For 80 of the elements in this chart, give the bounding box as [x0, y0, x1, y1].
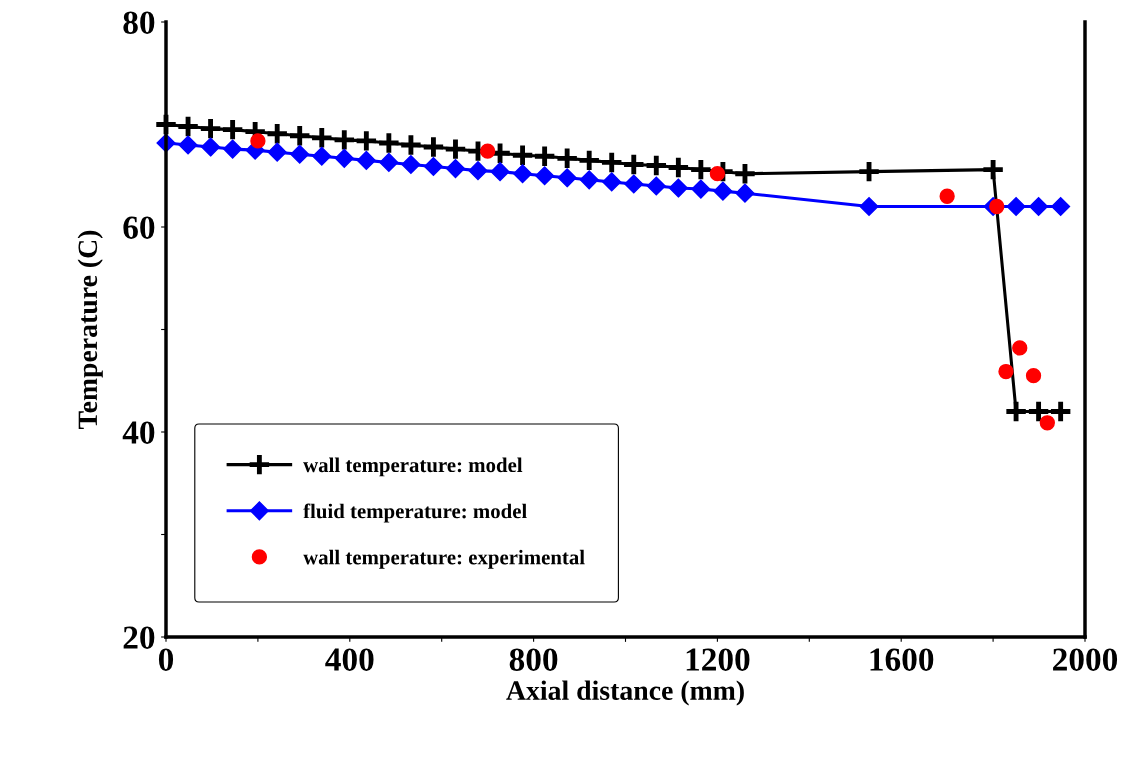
point — [1026, 399, 1051, 424]
point — [668, 178, 688, 198]
point — [401, 154, 421, 175]
point — [421, 134, 446, 160]
point — [178, 135, 198, 155]
x-tick-label: 0 — [158, 648, 174, 671]
point — [201, 137, 221, 157]
point — [732, 161, 758, 186]
point — [356, 150, 376, 170]
point — [579, 170, 599, 190]
point — [1039, 415, 1055, 431]
point — [532, 144, 557, 169]
point — [859, 196, 879, 217]
y-tick-label: 20 — [123, 626, 155, 649]
point — [1003, 399, 1029, 424]
point — [376, 130, 402, 156]
x-axis-title: Axial distance (mm) — [506, 680, 744, 706]
point — [644, 153, 669, 178]
y-tick-label: 80 — [123, 11, 155, 34]
point — [980, 157, 1006, 182]
point — [1012, 340, 1028, 356]
point — [599, 150, 624, 175]
point — [1025, 367, 1042, 384]
point — [220, 117, 245, 142]
point — [290, 144, 310, 164]
legend-label: fluid temperature: model — [303, 503, 527, 523]
point — [646, 176, 666, 196]
legend-label: wall temperature: experimental — [303, 549, 585, 569]
point — [309, 125, 334, 150]
x-tick-label: 1200 — [686, 648, 750, 671]
point — [998, 363, 1014, 380]
x-tick-label: 800 — [509, 648, 558, 671]
point — [621, 152, 646, 177]
point — [1048, 399, 1073, 424]
point — [577, 148, 602, 173]
point — [490, 162, 510, 182]
point — [175, 114, 201, 139]
point — [856, 159, 882, 184]
point — [1006, 196, 1026, 217]
point — [267, 142, 287, 162]
point — [510, 143, 535, 168]
point — [312, 146, 332, 166]
point — [554, 146, 580, 171]
point — [713, 181, 733, 201]
point — [735, 183, 755, 203]
point — [624, 174, 644, 194]
x-tick-label: 2000 — [1053, 648, 1118, 671]
point — [398, 132, 424, 158]
point — [443, 136, 468, 162]
point — [250, 133, 266, 149]
y-axis-title: Temperature (C) — [77, 230, 103, 429]
point — [939, 188, 955, 204]
point — [709, 166, 726, 182]
point — [423, 156, 443, 177]
point — [332, 127, 357, 153]
point — [666, 155, 691, 180]
point — [1051, 196, 1071, 217]
point — [557, 168, 577, 188]
point — [198, 116, 223, 141]
point — [379, 152, 399, 172]
x-tick-label: 1600 — [870, 648, 934, 671]
point — [480, 143, 496, 159]
point — [287, 123, 312, 148]
point — [468, 161, 488, 181]
point — [535, 166, 555, 186]
point — [445, 159, 466, 179]
point — [513, 164, 533, 184]
point — [602, 172, 622, 192]
point — [688, 157, 714, 182]
point — [1029, 196, 1049, 217]
point — [691, 179, 711, 199]
x-tick-label: 400 — [325, 648, 374, 671]
legend-label: wall temperature: model — [303, 457, 523, 477]
point — [354, 128, 379, 154]
point — [989, 198, 1005, 215]
y-tick-label: 40 — [122, 421, 155, 444]
point — [334, 148, 354, 168]
point — [265, 121, 290, 146]
point — [223, 139, 243, 159]
y-tick-label: 60 — [123, 216, 155, 239]
